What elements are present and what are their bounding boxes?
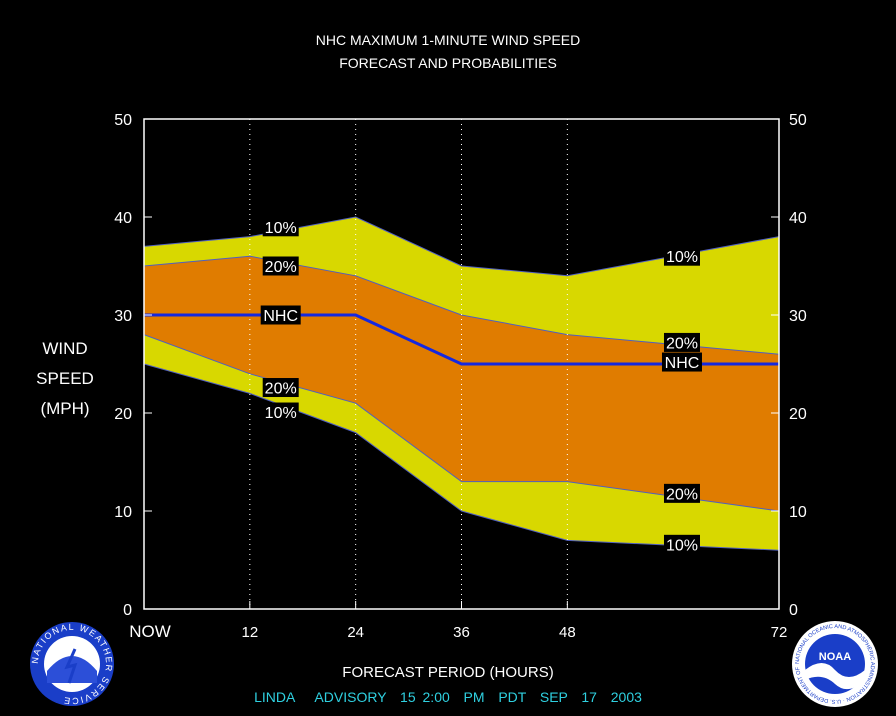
y-axis-label-line2: SPEED xyxy=(36,369,94,388)
x-axis-label: FORECAST PERIOD (HOURS) xyxy=(342,664,554,681)
series-nhc-line xyxy=(144,313,779,366)
band-label: NHC xyxy=(665,355,700,372)
series-20pct-upper-line xyxy=(143,255,780,355)
band-label-box xyxy=(663,534,700,554)
x-tick-label: 72 xyxy=(771,624,788,641)
x-tick-label: 24 xyxy=(347,624,364,641)
noaa-logo-text: NOAA xyxy=(819,651,851,663)
band-label: 20% xyxy=(265,259,297,276)
y-tick-label-right: 30 xyxy=(789,308,807,325)
y-axis-label-line1: WIND xyxy=(42,339,88,358)
band-label-box xyxy=(262,217,299,237)
nhc-forecast-line xyxy=(144,313,779,366)
nws-logo-icon: NATIONAL WEATHER SERVICE xyxy=(30,622,114,706)
band-label-box xyxy=(260,305,301,325)
y-tick-label-left: 40 xyxy=(114,210,132,227)
y-tick-label-left: 20 xyxy=(114,406,132,423)
x-tick-label: 48 xyxy=(559,624,576,641)
x-tick-label: 12 xyxy=(241,624,258,641)
band-label: 20% xyxy=(666,486,698,503)
y-axis-label-line3: (MPH) xyxy=(40,399,90,418)
y-tick-label-right: 50 xyxy=(789,112,807,129)
band-label-box xyxy=(663,483,700,503)
chart-subtitle: FORECAST AND PROBABILITIES xyxy=(339,55,557,71)
y-tick-label-left: 0 xyxy=(123,602,132,619)
advisory-footer: LINDA ADVISORY 15 2:00 PM PDT SEP 17 200… xyxy=(254,689,642,705)
band-label: 20% xyxy=(666,335,698,352)
y-axis-ticks: 0 0 10 10 20 20 30 30 40 40 50 50 xyxy=(114,112,807,619)
band-label-box xyxy=(262,256,299,276)
band-label: 20% xyxy=(265,381,297,398)
band-label: 10% xyxy=(666,249,698,266)
series-20pct-lower-line xyxy=(143,334,780,512)
band-label: 10% xyxy=(265,405,297,422)
band-labels: 10% 20% NHC 20% 10% 10% 20% NHC 20% 10% xyxy=(260,217,702,554)
x-tick-label: 36 xyxy=(453,624,470,641)
inner-20pct-band xyxy=(144,256,779,511)
series-10pct-lower-line xyxy=(143,363,780,551)
band-label: 10% xyxy=(666,537,698,554)
noaa-logo-icon: NOAA NATIONAL OCEANIC AND ATMOSPHERIC AD… xyxy=(788,620,878,707)
y-tick-label-right: 40 xyxy=(789,210,807,227)
x-axis-ticks: NOW 12 24 36 48 72 xyxy=(129,601,787,641)
probability-bands xyxy=(143,216,780,551)
band-label-box xyxy=(262,378,299,398)
band-label: NHC xyxy=(263,308,298,325)
band-label-box xyxy=(262,402,299,422)
band-label: 10% xyxy=(265,220,297,237)
band-label-box xyxy=(661,352,702,372)
y-tick-label-right: 20 xyxy=(789,406,807,423)
series-10pct-upper-line xyxy=(143,216,780,277)
x-tick-label: NOW xyxy=(129,622,171,641)
y-tick-label-left: 10 xyxy=(114,504,132,521)
chart-title: NHC MAXIMUM 1-MINUTE WIND SPEED xyxy=(315,32,581,48)
y-tick-label-left: 50 xyxy=(114,112,132,129)
band-label-box xyxy=(663,246,700,266)
y-tick-label-right: 10 xyxy=(789,504,807,521)
y-tick-label-left: 30 xyxy=(114,308,132,325)
y-tick-label-right: 0 xyxy=(789,602,798,619)
band-label-box xyxy=(663,332,700,352)
